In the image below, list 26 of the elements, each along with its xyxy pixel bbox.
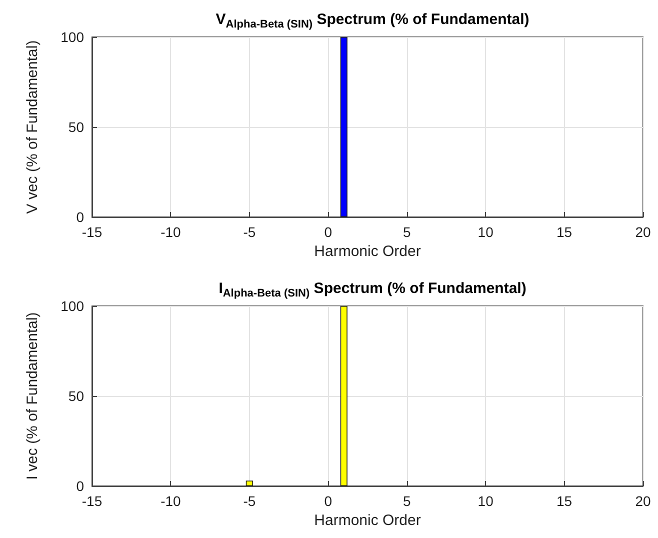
- x-axis-title: Harmonic Order: [314, 512, 421, 529]
- x-tick-label: -5: [243, 493, 256, 509]
- x-tick-label: -5: [243, 224, 256, 240]
- y-tick-label: 100: [60, 29, 84, 45]
- y-tick-label: 0: [76, 478, 84, 494]
- x-tick-label: 15: [556, 493, 572, 509]
- y-tick-label: 100: [60, 298, 84, 314]
- x-tick-label: 20: [635, 493, 651, 509]
- x-tick-label: 5: [402, 493, 411, 509]
- x-tick-label: 20: [635, 224, 651, 240]
- x-tick-label: 10: [478, 493, 494, 509]
- y-axis-title: V vec (% of Fundamental): [24, 40, 41, 214]
- x-tick-label: -15: [82, 224, 102, 240]
- x-axis-title: Harmonic Order: [314, 242, 421, 260]
- x-tick-label: 10: [478, 224, 494, 240]
- x-tick-label: 0: [324, 224, 332, 240]
- x-tick-label: -10: [160, 224, 182, 240]
- x-tick-label: 15: [556, 224, 572, 240]
- x-tick-label: 0: [324, 493, 332, 509]
- x-tick-label: -15: [82, 493, 102, 509]
- y-tick-label: 50: [68, 388, 84, 404]
- x-tick-label: 5: [402, 224, 411, 240]
- y-axis-title: I vec (% of Fundamental): [24, 312, 41, 480]
- y-tick-label: 0: [76, 209, 84, 225]
- y-tick-label: 50: [68, 119, 84, 135]
- x-tick-label: -10: [160, 493, 182, 509]
